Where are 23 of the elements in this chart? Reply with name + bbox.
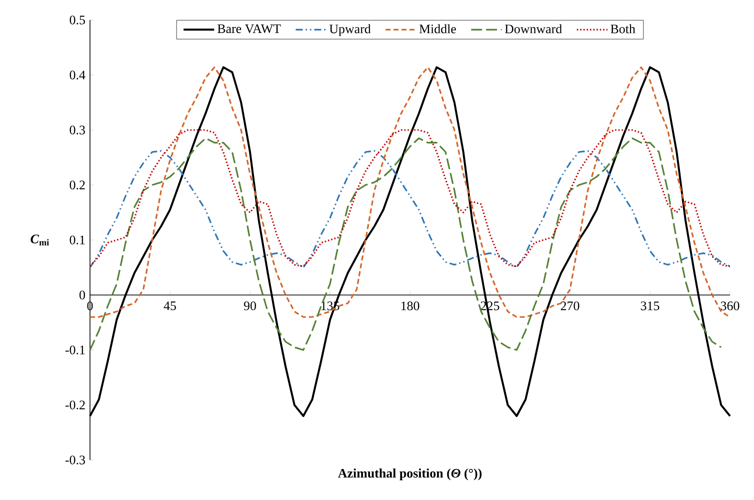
legend-label: Bare VAWT xyxy=(218,24,281,34)
y-tick-label: 0.4 xyxy=(70,70,86,80)
x-tick-label: 315 xyxy=(640,302,660,310)
x-tick-label: 90 xyxy=(244,302,256,310)
y-tick-label: -0.3 xyxy=(65,456,85,464)
line-series xyxy=(89,137,722,351)
y-tick-label: 0 xyxy=(80,290,85,300)
y-tick-label: -0.2 xyxy=(65,400,85,410)
legend-label: Middle xyxy=(419,24,456,34)
y-tick-label: 0.2 xyxy=(70,180,85,190)
x-tick-label: 360 xyxy=(720,302,740,310)
x-tick-label: 270 xyxy=(560,302,580,310)
legend-label: Downward xyxy=(504,24,562,34)
y-tick-label: 0.3 xyxy=(70,126,85,134)
y-tick-label: 0.5 xyxy=(70,16,85,24)
x-tick-label: 180 xyxy=(401,302,420,310)
legend-label: Both xyxy=(610,24,636,34)
legend-label: Upward xyxy=(329,24,371,36)
y-tick-label: -0.1 xyxy=(65,346,85,354)
x-tick-label: 45 xyxy=(164,302,176,310)
x-axis-title: Azimuthal position (Θ (°)) xyxy=(338,468,482,480)
y-axis-title: C$_{mi}$ xyxy=(30,234,49,246)
y-tick-label: 0.1 xyxy=(70,236,85,244)
